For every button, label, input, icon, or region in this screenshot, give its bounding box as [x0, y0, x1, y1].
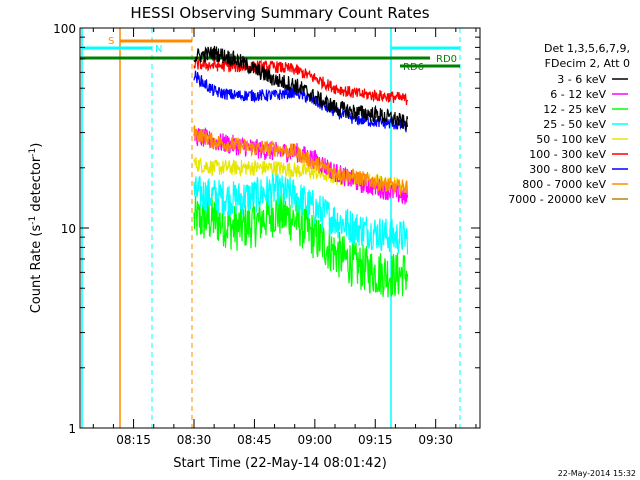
footer-timestamp: 22-May-2014 15:32 [558, 469, 636, 478]
x-axis: 08:15 08:30 08:45 09:00 09:15 09:30 [92, 28, 477, 447]
chart-title: HESSI Observing Summary Count Rates [130, 4, 429, 22]
ylabel-text: ) [29, 143, 44, 148]
legend: Det 1,3,5,6,7,9, FDecim 2, Att 0 3 - 6 keV… [508, 42, 630, 206]
y-tick-label: 10 [61, 222, 76, 236]
legend-header: Det 1,3,5,6,7,9, [544, 42, 630, 55]
flag-label: N [155, 44, 162, 55]
series-line [193, 57, 409, 105]
legend-label: 800 - 7000 keV [522, 178, 606, 191]
series-line [193, 125, 409, 197]
legend-label: 100 - 300 keV [529, 148, 606, 161]
legend-label: 300 - 800 keV [529, 163, 606, 176]
y-axis: 1 10 100 [53, 22, 480, 436]
legend-label: 12 - 25 keV [543, 103, 606, 116]
y-axis-label: Count Rate (s-1 detector-1) [28, 143, 44, 314]
y-tick-label: 100 [53, 22, 76, 36]
flag-label: S [108, 36, 114, 47]
x-axis-label: Start Time (22-May-14 08:01:42) [173, 456, 387, 471]
legend-label: 3 - 6 keV [557, 73, 606, 86]
x-tick-label: 09:00 [298, 433, 333, 447]
legend-label: 25 - 50 keV [543, 118, 606, 131]
ylabel-text: detector [29, 156, 44, 216]
legend-label: 7000 - 20000 keV [508, 193, 606, 206]
ylabel-superscript: -1 [28, 216, 38, 225]
y-tick-label: 1 [68, 422, 76, 436]
x-tick-label: 08:45 [237, 433, 272, 447]
x-tick-label: 09:15 [358, 433, 393, 447]
flag-label: RD0 [436, 54, 457, 65]
x-tick-label: 09:30 [418, 433, 453, 447]
ylabel-superscript: -1 [28, 148, 38, 157]
series-group [193, 45, 409, 298]
legend-label: 6 - 12 keV [550, 88, 606, 101]
series-line [193, 45, 409, 131]
flag-label: RD6 [403, 62, 424, 73]
legend-label: 50 - 100 keV [536, 133, 606, 146]
x-tick-label: 08:15 [116, 433, 151, 447]
x-tick-label: 08:30 [177, 433, 212, 447]
series-line [193, 170, 409, 255]
legend-header: FDecim 2, Att 0 [545, 57, 630, 70]
ylabel-text: Count Rate (s [29, 225, 44, 314]
